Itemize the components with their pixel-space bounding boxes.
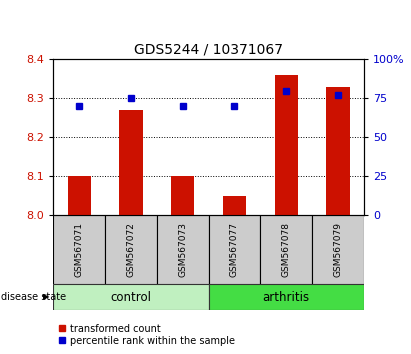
Text: ▶: ▶ bbox=[43, 292, 49, 302]
Bar bbox=[157, 215, 208, 284]
Bar bbox=[260, 215, 312, 284]
Bar bbox=[68, 176, 91, 215]
Bar bbox=[312, 215, 364, 284]
Text: GSM567078: GSM567078 bbox=[282, 222, 291, 277]
Bar bbox=[171, 176, 194, 215]
Bar bbox=[53, 284, 209, 310]
Text: GSM567072: GSM567072 bbox=[127, 222, 136, 277]
Bar bbox=[209, 215, 260, 284]
Bar bbox=[326, 87, 349, 215]
Text: GSM567073: GSM567073 bbox=[178, 222, 187, 277]
Bar bbox=[53, 215, 105, 284]
Bar bbox=[223, 196, 246, 215]
Text: GSM567071: GSM567071 bbox=[75, 222, 84, 277]
Bar bbox=[275, 75, 298, 215]
Bar bbox=[209, 284, 364, 310]
Text: GSM567077: GSM567077 bbox=[230, 222, 239, 277]
Bar bbox=[105, 215, 157, 284]
Legend: transformed count, percentile rank within the sample: transformed count, percentile rank withi… bbox=[58, 324, 235, 346]
Text: control: control bbox=[111, 291, 152, 303]
Text: arthritis: arthritis bbox=[263, 291, 310, 303]
Title: GDS5244 / 10371067: GDS5244 / 10371067 bbox=[134, 43, 283, 57]
Text: GSM567079: GSM567079 bbox=[333, 222, 342, 277]
Bar bbox=[119, 110, 143, 215]
Text: disease state: disease state bbox=[1, 292, 66, 302]
